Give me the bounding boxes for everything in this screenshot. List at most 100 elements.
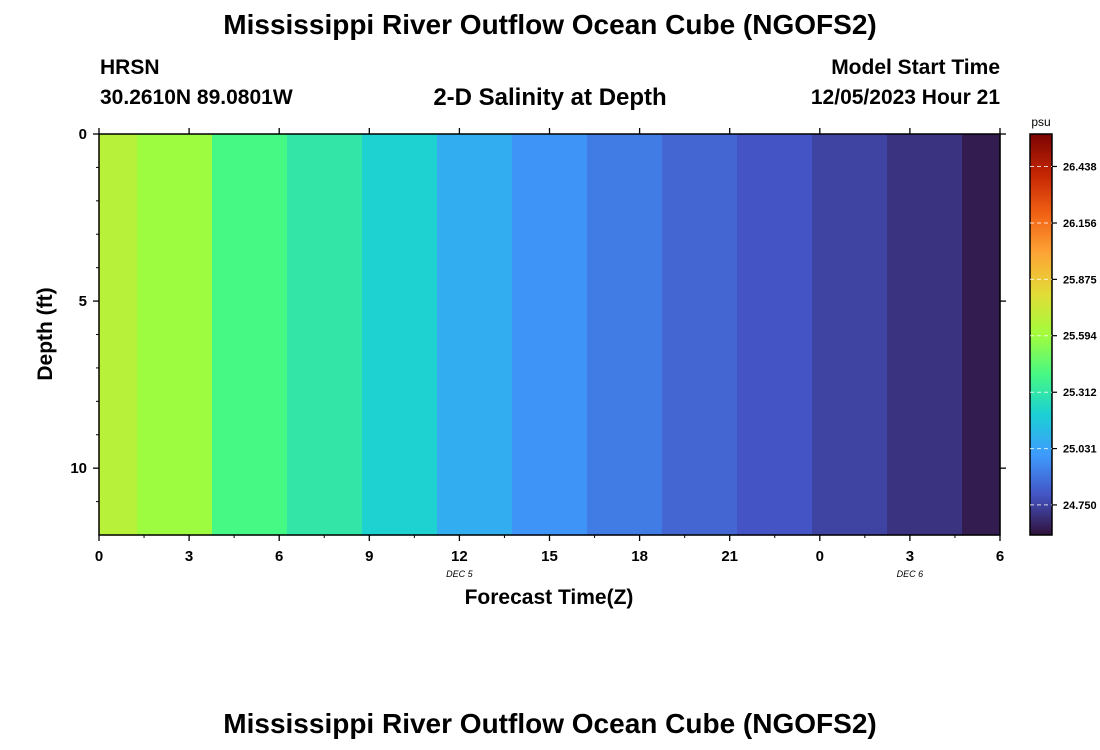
heatmap-cell	[512, 451, 588, 486]
heatmap-cell	[99, 385, 138, 419]
colorbar-scale	[1029, 133, 1053, 536]
heatmap-cell	[887, 418, 963, 452]
main-title: Mississippi River Outflow Ocean Cube (NG…	[223, 9, 877, 40]
heatmap-cell	[512, 351, 588, 386]
heatmap-cell	[512, 385, 588, 419]
heatmap-cell	[137, 351, 213, 386]
heatmap-cell	[212, 451, 288, 486]
y-tick-label: 5	[79, 293, 87, 310]
heatmap-cell	[737, 418, 813, 452]
x-tick-label: 12	[451, 548, 468, 565]
x-tick-label: 0	[95, 548, 103, 565]
heatmap-cell	[737, 518, 813, 536]
heatmap-cell	[737, 351, 813, 386]
heatmap-cell	[662, 385, 738, 419]
heatmap-cell	[99, 351, 138, 386]
heatmap-cell	[362, 451, 438, 486]
heatmap-cell	[362, 485, 438, 519]
heatmap-cell	[587, 134, 663, 352]
heatmap-cell	[587, 418, 663, 452]
heatmap-cell	[812, 385, 888, 419]
heatmap-cell	[287, 451, 363, 486]
heatmap-cell	[737, 134, 813, 352]
heatmap-cell	[99, 518, 138, 536]
x-tick-label: 6	[996, 548, 1004, 565]
heatmap-cell	[99, 418, 138, 452]
station-name: HRSN	[100, 56, 160, 79]
heatmap-cell	[737, 485, 813, 519]
axes: 0 3 6 9 12 15 18 21 0 3 6 DEC 5 DEC 6 0 5 10	[70, 126, 1006, 579]
x-tick-label: 15	[541, 548, 558, 565]
heatmap-cell	[962, 451, 1001, 486]
heatmap-cell	[362, 385, 438, 419]
heatmap-cell	[287, 351, 363, 386]
heatmap-cell	[512, 485, 588, 519]
model-start-label: Model Start Time	[831, 56, 1000, 79]
salinity-chart: 0 3 6 9 12 15 18 21 0 3 6 DEC 5 DEC 6 0 5 10 Depth (ft)…	[34, 115, 1098, 609]
colorbar-ticks: 26.438 26.156 25.875 25.594 25.312 25.031 24.7…	[1030, 161, 1098, 512]
y-tick-label: 10	[70, 460, 87, 477]
heatmap-cell	[212, 385, 288, 419]
heatmap-cell	[662, 518, 738, 536]
heatmap-cell	[887, 385, 963, 419]
colorbar-units: psu	[1031, 115, 1050, 129]
heatmap-cell	[212, 485, 288, 519]
colorbar-tick-label: 25.312	[1063, 387, 1097, 399]
heatmap-cell	[887, 518, 963, 536]
station-coords: 30.2610N 89.0801W	[100, 86, 293, 109]
heatmap-cell	[212, 351, 288, 386]
heatmap-cell	[212, 134, 288, 352]
footer-title: Mississippi River Outflow Ocean Cube (NG…	[223, 708, 877, 739]
heatmap-cell	[287, 134, 363, 352]
date-label: DEC 5	[446, 569, 474, 579]
heatmap-cell	[137, 518, 213, 536]
x-tick-label: 3	[906, 548, 914, 565]
model-start-value: 12/05/2023 Hour 21	[810, 86, 1000, 109]
plot-title: 2-D Salinity at Depth	[433, 84, 667, 111]
heatmap-cell	[362, 351, 438, 386]
heatmap-cell	[287, 385, 363, 419]
heatmap-cell	[137, 134, 213, 352]
x-tick-label: 18	[631, 548, 648, 565]
heatmap-cell	[962, 485, 1001, 519]
heatmap-cell	[662, 485, 738, 519]
heatmap-cell	[437, 134, 513, 352]
heatmap-cell	[587, 518, 663, 536]
colorbar: psu 26.438 26.156 25.875 25.594 25.312 25.031…	[1029, 115, 1098, 536]
heatmap-cell	[662, 418, 738, 452]
heatmap-cell	[662, 134, 738, 352]
heatmap-cell	[812, 485, 888, 519]
heatmap-cell	[212, 518, 288, 536]
x-tick-label: 21	[721, 548, 738, 565]
colorbar-tick-label: 25.031	[1063, 444, 1097, 456]
heatmap-cell	[212, 418, 288, 452]
x-axis-label: Forecast Time(Z)	[465, 586, 634, 609]
colorbar-tick-label: 26.438	[1063, 161, 1097, 173]
heatmap-cell	[99, 134, 138, 352]
x-tick-label: 9	[365, 548, 373, 565]
heatmap-cell	[437, 418, 513, 452]
heatmap-cell	[587, 351, 663, 386]
heatmap-cell	[737, 451, 813, 486]
colorbar-tick-label: 25.875	[1063, 274, 1097, 286]
heatmap-cell	[737, 385, 813, 419]
heatmap-cell	[512, 418, 588, 452]
heatmap-cell	[662, 351, 738, 386]
heatmap-cell	[137, 385, 213, 419]
heatmap-cell	[962, 134, 1001, 352]
heatmap-cell	[812, 451, 888, 486]
x-tick-label: 0	[816, 548, 824, 565]
x-tick-label: 6	[275, 548, 283, 565]
heatmap-cell	[887, 134, 963, 352]
colorbar-tick-label: 26.156	[1063, 218, 1097, 230]
heatmap-cell	[887, 351, 963, 386]
heatmap-cell	[587, 485, 663, 519]
heatmap-cell	[137, 418, 213, 452]
heatmap-cell	[962, 418, 1001, 452]
heatmap-cells	[99, 134, 1001, 536]
heatmap-cell	[437, 485, 513, 519]
heatmap-cell	[287, 485, 363, 519]
y-tick-label: 0	[79, 126, 87, 143]
heatmap-cell	[287, 418, 363, 452]
colorbar-tick-label: 25.594	[1063, 331, 1098, 343]
